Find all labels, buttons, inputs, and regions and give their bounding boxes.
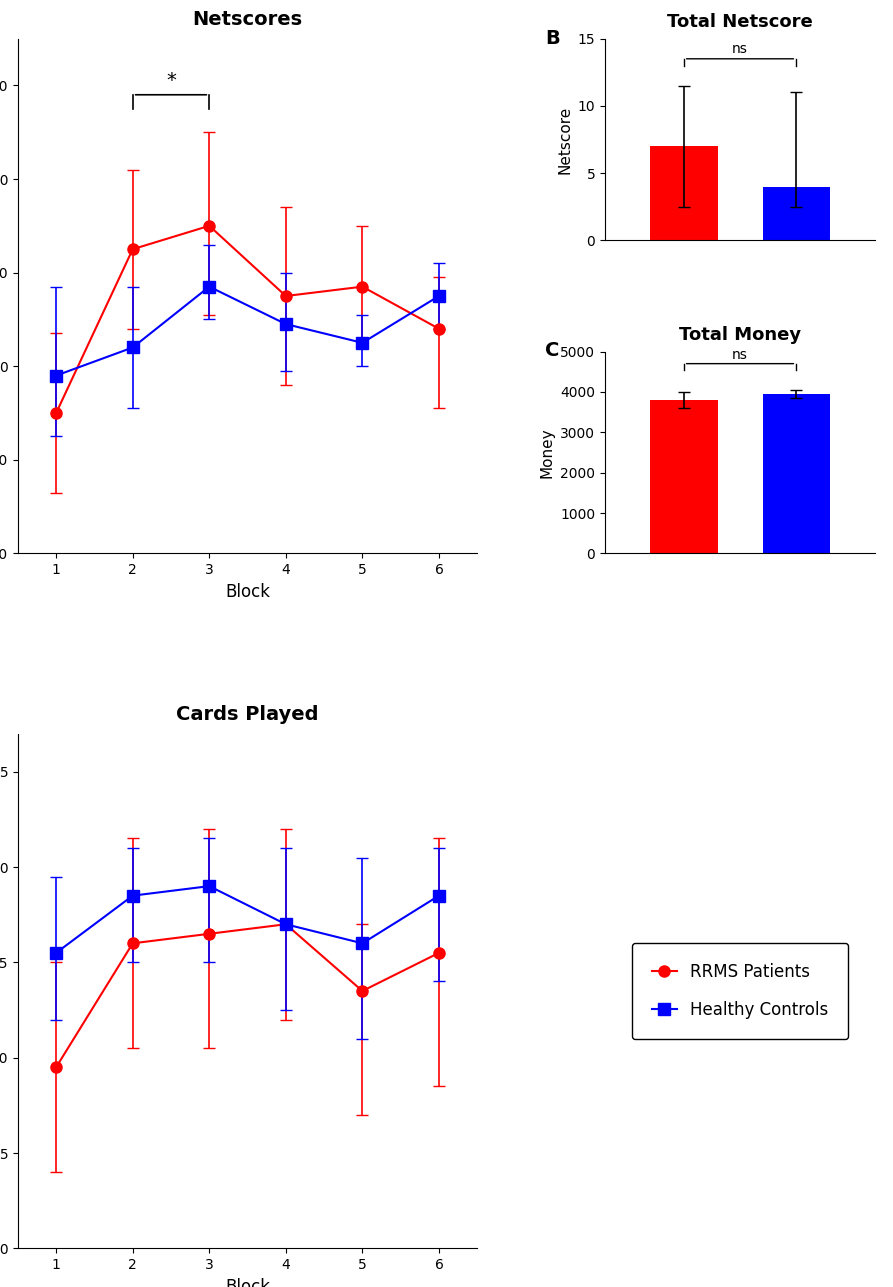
X-axis label: Block: Block — [225, 1278, 270, 1287]
Text: ns: ns — [732, 347, 748, 362]
Bar — [650, 147, 717, 241]
Text: ns: ns — [732, 42, 748, 57]
X-axis label: Block: Block — [225, 583, 270, 601]
Title: Netscores: Netscores — [193, 10, 303, 28]
Bar — [650, 400, 717, 553]
Text: B: B — [546, 28, 560, 48]
Text: C: C — [546, 341, 560, 360]
Title: Total Netscore: Total Netscore — [667, 13, 813, 31]
Bar — [763, 394, 830, 553]
Legend: RRMS Patients, Healthy Controls: RRMS Patients, Healthy Controls — [631, 943, 848, 1039]
Title: Total Money: Total Money — [679, 327, 801, 345]
Bar — [763, 187, 830, 241]
Y-axis label: Netscore: Netscore — [557, 106, 572, 174]
Y-axis label: Money: Money — [539, 427, 555, 477]
Text: *: * — [166, 71, 176, 90]
Title: Cards Played: Cards Played — [176, 705, 319, 723]
